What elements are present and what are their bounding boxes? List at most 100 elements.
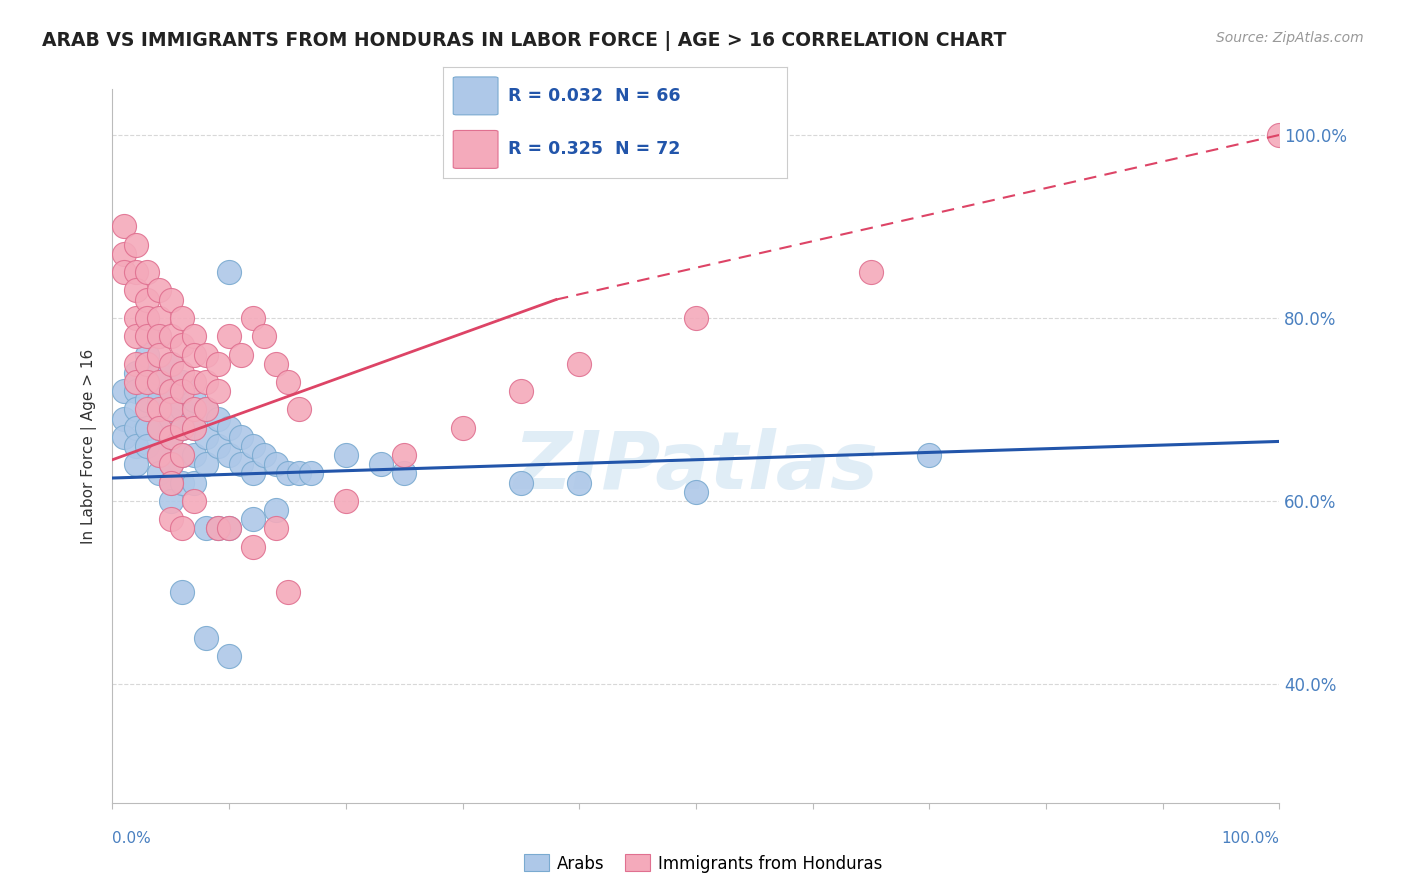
Point	[264, 357, 287, 371]
Point	[242, 512, 264, 526]
Point	[183, 475, 205, 490]
Point	[160, 357, 183, 371]
Point	[288, 402, 311, 417]
Point	[172, 338, 194, 352]
Point	[859, 265, 883, 279]
Point	[148, 402, 170, 417]
Point	[218, 521, 240, 535]
Point	[276, 467, 298, 481]
Point	[172, 420, 194, 434]
Point	[148, 420, 170, 434]
Point	[918, 448, 941, 462]
Point	[172, 366, 194, 380]
Point	[125, 384, 148, 398]
Point	[183, 448, 205, 462]
Point	[451, 420, 474, 434]
Point	[136, 393, 159, 408]
Point	[160, 458, 183, 472]
Point	[207, 384, 229, 398]
Point	[685, 310, 707, 325]
Point	[207, 357, 229, 371]
Point	[335, 448, 357, 462]
Point	[568, 475, 591, 490]
FancyBboxPatch shape	[453, 77, 498, 115]
Point	[148, 347, 170, 361]
Point	[183, 375, 205, 389]
Point	[194, 402, 217, 417]
Point	[194, 521, 217, 535]
Point	[264, 521, 287, 535]
Point	[207, 521, 229, 535]
Point	[136, 375, 159, 389]
Point	[160, 430, 183, 444]
Point	[172, 402, 194, 417]
Point	[392, 448, 416, 462]
Point	[194, 375, 217, 389]
Text: Source: ZipAtlas.com: Source: ZipAtlas.com	[1216, 31, 1364, 45]
Point	[276, 585, 298, 599]
Point	[218, 420, 240, 434]
Point	[194, 347, 217, 361]
Point	[194, 458, 217, 472]
Text: ZIPatlas: ZIPatlas	[513, 428, 879, 507]
Text: 100.0%: 100.0%	[1222, 831, 1279, 846]
Point	[229, 347, 252, 361]
Point	[160, 357, 183, 371]
Point	[160, 475, 183, 490]
Point	[160, 384, 183, 398]
Point	[229, 458, 252, 472]
Point	[125, 329, 148, 343]
Point	[160, 384, 183, 398]
Point	[125, 265, 148, 279]
Point	[148, 366, 170, 380]
Point	[172, 448, 194, 462]
Point	[136, 347, 159, 361]
Point	[172, 420, 194, 434]
Point	[136, 265, 159, 279]
Point	[172, 375, 194, 389]
Point	[242, 467, 264, 481]
Point	[253, 329, 276, 343]
Point	[1268, 128, 1291, 142]
Text: ARAB VS IMMIGRANTS FROM HONDURAS IN LABOR FORCE | AGE > 16 CORRELATION CHART: ARAB VS IMMIGRANTS FROM HONDURAS IN LABO…	[42, 31, 1007, 51]
Point	[392, 467, 416, 481]
Point	[160, 430, 183, 444]
Point	[242, 439, 264, 453]
Point	[172, 310, 194, 325]
Point	[194, 402, 217, 417]
Point	[370, 458, 392, 472]
Point	[335, 494, 357, 508]
Point	[183, 494, 205, 508]
Point	[685, 484, 707, 499]
Point	[194, 631, 217, 645]
Point	[229, 430, 252, 444]
FancyBboxPatch shape	[453, 130, 498, 169]
Point	[125, 375, 148, 389]
Point	[160, 458, 183, 472]
Point	[112, 384, 135, 398]
Point	[125, 284, 148, 298]
Point	[148, 467, 170, 481]
Point	[148, 393, 170, 408]
Point	[160, 402, 183, 417]
Point	[288, 467, 311, 481]
Point	[509, 384, 531, 398]
Point	[299, 467, 322, 481]
Point	[125, 402, 148, 417]
Point	[125, 439, 148, 453]
Point	[194, 430, 217, 444]
Text: R = 0.325  N = 72: R = 0.325 N = 72	[509, 140, 681, 159]
Point	[276, 375, 298, 389]
Point	[136, 293, 159, 307]
Point	[125, 366, 148, 380]
Point	[160, 512, 183, 526]
Point	[183, 402, 205, 417]
Point	[136, 439, 159, 453]
Point	[183, 420, 205, 434]
Point	[183, 329, 205, 343]
Point	[160, 475, 183, 490]
Text: R = 0.032  N = 66: R = 0.032 N = 66	[509, 87, 681, 105]
Legend: Arabs, Immigrants from Honduras: Arabs, Immigrants from Honduras	[517, 847, 889, 880]
Point	[207, 411, 229, 425]
Point	[218, 649, 240, 664]
